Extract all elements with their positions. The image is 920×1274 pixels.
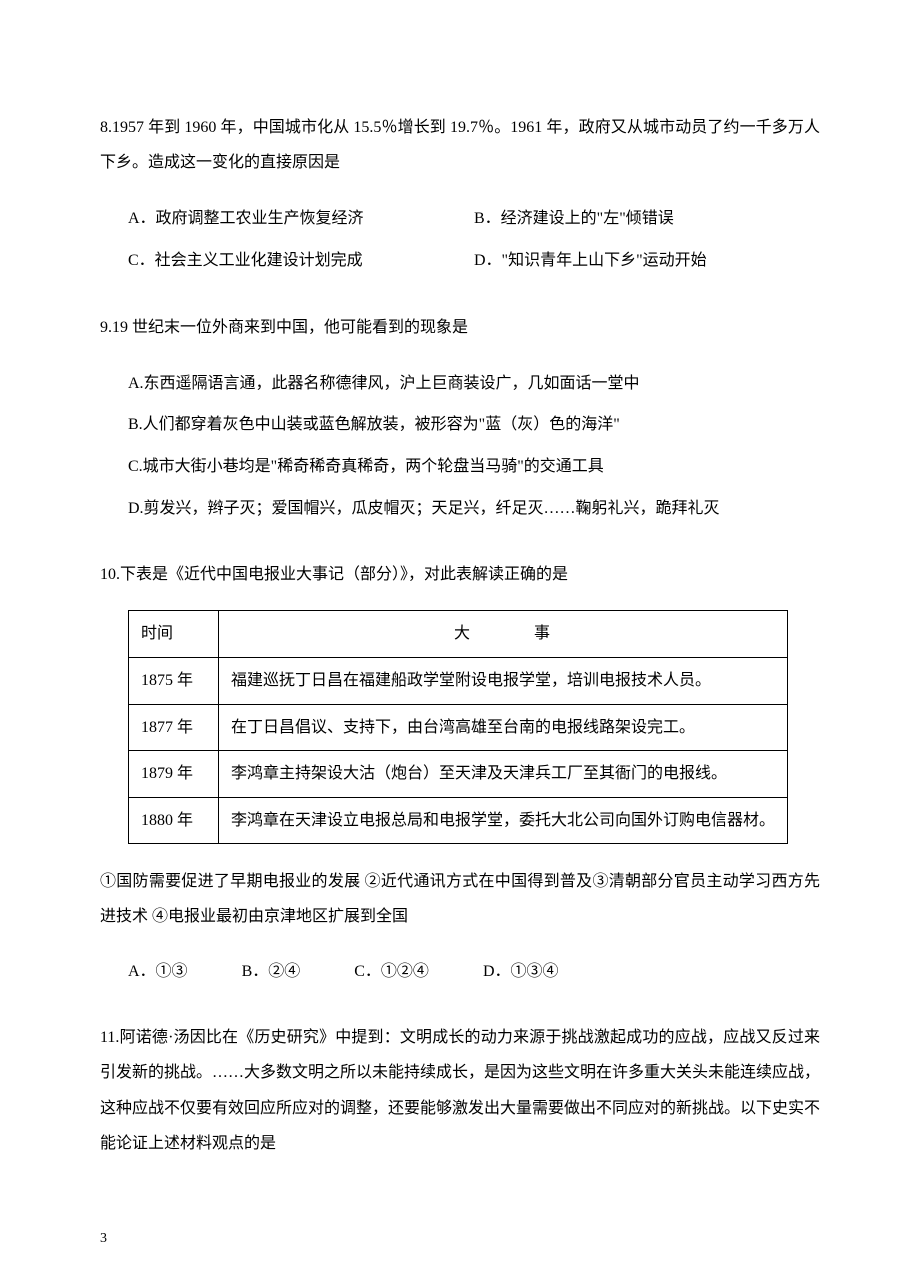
col-header-time: 时间: [129, 611, 219, 658]
q9-stem: 9.19 世纪末一位外商来到中国，他可能看到的现象是: [100, 310, 820, 345]
q10-option-c: C．①②④: [354, 951, 429, 993]
cell-time: 1875 年: [129, 657, 219, 704]
q10-option-a: A．①③: [128, 951, 188, 993]
cell-time: 1879 年: [129, 751, 219, 798]
table-row: 1880 年 李鸿章在天津设立电报总局和电报学堂，委托大北公司向国外订购电信器材…: [129, 797, 788, 844]
q8-option-c: C．社会主义工业化建设计划完成: [128, 240, 474, 282]
cell-event: 李鸿章主持架设大沽（炮台）至天津及天津兵工厂至其衙门的电报线。: [219, 751, 788, 798]
cell-event: 福建巡抚丁日昌在福建船政学堂附设电报学堂，培训电报技术人员。: [219, 657, 788, 704]
q10-option-b: B．②④: [242, 951, 301, 993]
q8-option-b: B．经济建设上的"左"倾错误: [474, 198, 820, 240]
q9-option-b: B.人们都穿着灰色中山装或蓝色解放装，被形容为"蓝（灰）色的海洋": [128, 404, 820, 446]
q10-options: A．①③ B．②④ C．①②④ D．①③④: [100, 951, 820, 993]
q8-options: A．政府调整工农业生产恢复经济 B．经济建设上的"左"倾错误 C．社会主义工业化…: [100, 198, 820, 281]
q8-option-a: A．政府调整工农业生产恢复经济: [128, 198, 474, 240]
question-9: 9.19 世纪末一位外商来到中国，他可能看到的现象是 A.东西遥隔语言通，此器名…: [100, 310, 820, 530]
q8-option-d: D．"知识青年上山下乡"运动开始: [474, 240, 820, 282]
question-8: 8.1957 年到 1960 年，中国城市化从 15.5％增长到 19.7％。1…: [100, 110, 820, 282]
page-number: 3: [100, 1228, 107, 1250]
q9-options: A.东西遥隔语言通，此器名称德律风，沪上巨商装设广，几如面话一堂中 B.人们都穿…: [100, 363, 820, 529]
table-row: 1879 年 李鸿章主持架设大沽（炮台）至天津及天津兵工厂至其衙门的电报线。: [129, 751, 788, 798]
q9-option-d: D.剪发兴，辫子灭；爱国帽兴，瓜皮帽灭；天足兴，纤足灭……鞠躬礼兴，跪拜礼灭: [128, 488, 820, 530]
cell-event: 在丁日昌倡议、支持下，由台湾高雄至台南的电报线路架设完工。: [219, 704, 788, 751]
cell-time: 1877 年: [129, 704, 219, 751]
question-10: 10.下表是《近代中国电报业大事记（部分）》，对此表解读正确的是 时间 大 事 …: [100, 557, 820, 992]
cell-event: 李鸿章在天津设立电报总局和电报学堂，委托大北公司向国外订购电信器材。: [219, 797, 788, 844]
q9-option-c: C.城市大街小巷均是"稀奇稀奇真稀奇，两个轮盘当马骑"的交通工具: [128, 446, 820, 488]
q8-stem: 8.1957 年到 1960 年，中国城市化从 15.5％增长到 19.7％。1…: [100, 110, 820, 180]
q11-stem: 11.阿诺德·汤因比在《历史研究》中提到：文明成长的动力来源于挑战激起成功的应战…: [100, 1020, 820, 1161]
q10-option-d: D．①③④: [483, 951, 559, 993]
q10-table: 时间 大 事 1875 年 福建巡抚丁日昌在福建船政学堂附设电报学堂，培训电报技…: [128, 610, 788, 844]
question-11: 11.阿诺德·汤因比在《历史研究》中提到：文明成长的动力来源于挑战激起成功的应战…: [100, 1020, 820, 1161]
table-row: 1877 年 在丁日昌倡议、支持下，由台湾高雄至台南的电报线路架设完工。: [129, 704, 788, 751]
table-header-row: 时间 大 事: [129, 611, 788, 658]
q10-stem: 10.下表是《近代中国电报业大事记（部分）》，对此表解读正确的是: [100, 557, 820, 592]
table-row: 1875 年 福建巡抚丁日昌在福建船政学堂附设电报学堂，培训电报技术人员。: [129, 657, 788, 704]
cell-time: 1880 年: [129, 797, 219, 844]
q10-statements: ①国防需要促进了早期电报业的发展 ②近代通讯方式在中国得到普及③清朝部分官员主动…: [100, 864, 820, 934]
q9-option-a: A.东西遥隔语言通，此器名称德律风，沪上巨商装设广，几如面话一堂中: [128, 363, 820, 405]
col-header-event: 大 事: [219, 611, 788, 658]
